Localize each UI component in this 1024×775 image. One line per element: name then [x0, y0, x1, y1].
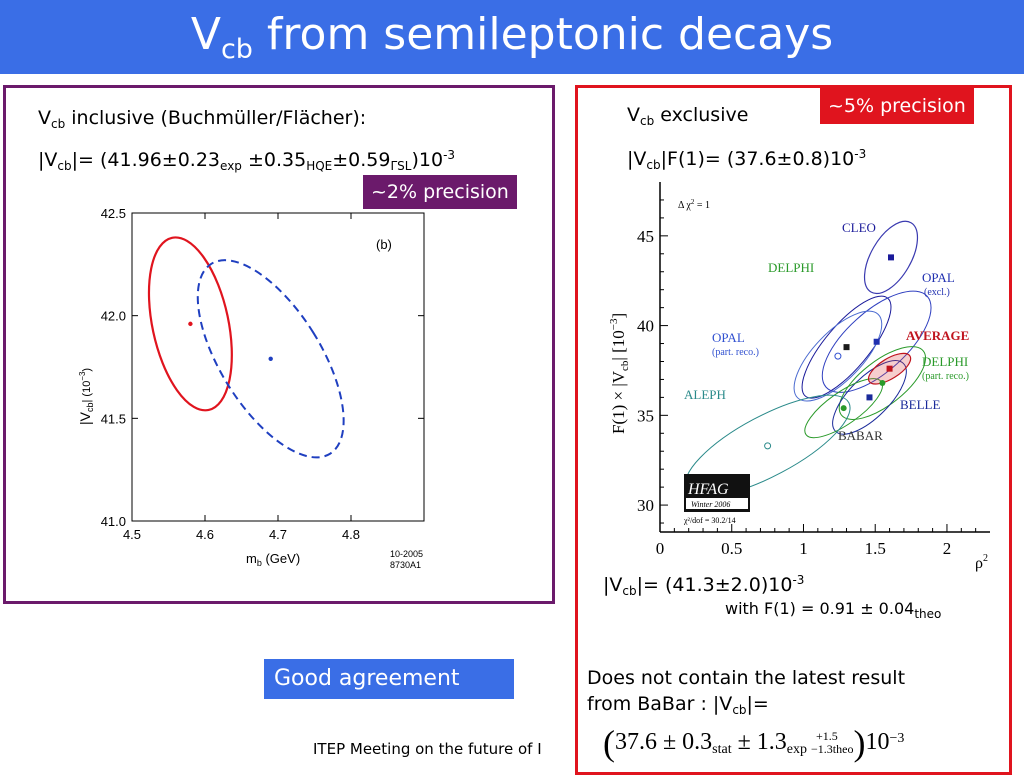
label-opal-excl: (excl.): [924, 287, 950, 298]
x-tick-label: 1: [799, 539, 808, 558]
footer-text: ITEP Meeting on the future of I: [313, 740, 542, 758]
babar-note-line1: Does not contain the latest result: [587, 667, 906, 689]
babar-formula: (37.6 ± 0.3stat ± 1.3exp +1.5 −1.3theo)10−…: [603, 723, 905, 763]
exclusive-chart: 0 0.5 1 1.5 2 30 35 40 45 Δ χ2 = 1 CLEO DELPHI O…: [608, 182, 990, 572]
red-central-point: [188, 321, 193, 327]
inclusive-panel: [3, 85, 555, 604]
title-bar: [0, 0, 1024, 74]
open-point: [764, 442, 772, 450]
x-tick-label: 4.7: [269, 527, 287, 542]
x-tick-label: 0.5: [721, 539, 742, 558]
hfag-logo: HFAG: [687, 481, 729, 498]
label-opal: OPAL: [922, 270, 955, 285]
label-cleo: CLEO: [842, 220, 876, 235]
y-tick-label: 42.5: [101, 206, 126, 221]
delphi-part-ellipse: [838, 346, 927, 420]
babar-note-line2: from BaBar : |Vcb|=: [587, 693, 769, 717]
square-point: [843, 344, 850, 351]
red-contour: [147, 236, 233, 412]
y-axis-label: F(1) × |Vcb| [10−3]: [608, 313, 631, 434]
exclusive-precision-badge: ~5% precision: [820, 88, 974, 124]
x-tick-label: 2: [943, 539, 952, 558]
y-tick-label: 30: [637, 496, 654, 515]
label-opal-part: OPAL: [712, 330, 745, 345]
square-point: [866, 394, 873, 401]
tick-group: 4.5 4.6 4.7 4.8 41.0 41.5 42.0 42.5: [101, 206, 424, 542]
inclusive-chart: 4.5 4.6 4.7 4.8 41.0 41.5 42.0 42.5 (b) mb (GeV…: [77, 206, 425, 570]
form-factor-value: with F(1) = 0.91 ± 0.04theo: [725, 599, 942, 621]
plot-stamp-date: 10-2005: [390, 549, 423, 559]
blue-central-point: [268, 356, 273, 361]
y-tick-label: 41.5: [101, 411, 126, 426]
square-point: [873, 338, 880, 345]
filled-circle-point: [840, 405, 847, 412]
x-tick-label: 4.5: [123, 527, 141, 542]
y-tick-label: 41.0: [101, 514, 126, 529]
label-belle: BELLE: [900, 397, 940, 412]
exclusive-heading: Vcb exclusive: [627, 104, 749, 128]
label-aleph: ALEPH: [684, 387, 726, 402]
x-tick-label: 1.5: [865, 539, 886, 558]
slide-title: Vcb from semileptonic decays: [190, 9, 834, 65]
inclusive-formula: |Vcb|= (41.96±0.23exp ±0.35HQE±0.59ΓSL)1…: [38, 148, 456, 173]
opal-ellipse: [821, 290, 932, 393]
inclusive-heading: Vcb inclusive (Buchmüller/Flächer):: [38, 107, 367, 131]
svg-text:F(1) × |Vcb| [10−3]: F(1) × |Vcb| [10−3]: [608, 313, 631, 434]
square-point: [888, 254, 894, 261]
square-point: [886, 365, 893, 372]
hfag-edition: Winter 2006: [691, 500, 730, 509]
y-tick-label: 45: [637, 227, 654, 246]
blue-dashed-contour: [196, 259, 345, 459]
ellipse-group: [684, 220, 932, 498]
plot-stamp-id: 8730A1: [390, 560, 421, 570]
cleo-ellipse: [863, 220, 919, 295]
filled-circle-point: [879, 380, 886, 387]
svg-text:|Vcb| (10−3): |Vcb| (10−3): [77, 368, 95, 425]
label-delphi-part: DELPHI: [922, 354, 968, 369]
y-tick-label: 35: [637, 406, 654, 425]
open-point: [834, 352, 842, 360]
series-group: [147, 236, 345, 459]
point-group: [764, 254, 894, 450]
y-tick-label: 40: [637, 317, 654, 336]
delta-chi2-legend: Δ χ2 = 1: [678, 198, 710, 211]
label-babar: BABAR: [838, 428, 883, 443]
exclusive-formula: |Vcb|F(1)= (37.6±0.8)10-3: [627, 147, 867, 172]
label-delphi-part-sub: (part. reco.): [922, 371, 969, 382]
y-axis-label: |Vcb| (10−3): [77, 368, 95, 425]
inclusive-precision-badge: ~2% precision: [363, 175, 517, 209]
label-opal-part-sub: (part. reco.): [712, 347, 759, 358]
x-tick-label: 4.6: [196, 527, 214, 542]
x-tick-label: 0: [656, 539, 665, 558]
y-tick-label: 42.0: [101, 309, 126, 324]
plot-frame: [131, 212, 425, 522]
x-axis-label: mb (GeV): [246, 551, 300, 568]
vcb-exclusive-result: |Vcb|= (41.3±2.0)10-3: [603, 573, 805, 598]
opal-part-ellipse: [793, 310, 883, 402]
chi2-dof: χ²/dof = 30.2/14: [683, 516, 736, 525]
panel-label: (b): [376, 237, 392, 252]
label-average: AVERAGE: [906, 328, 969, 343]
good-agreement-badge: Good agreement: [264, 659, 514, 699]
label-delphi: DELPHI: [768, 260, 814, 275]
x-axis-label: ρ2: [975, 553, 988, 572]
x-tick-label: 4.8: [342, 527, 360, 542]
tick-group: 0 0.5 1 1.5 2 30 35 40 45: [637, 182, 990, 558]
